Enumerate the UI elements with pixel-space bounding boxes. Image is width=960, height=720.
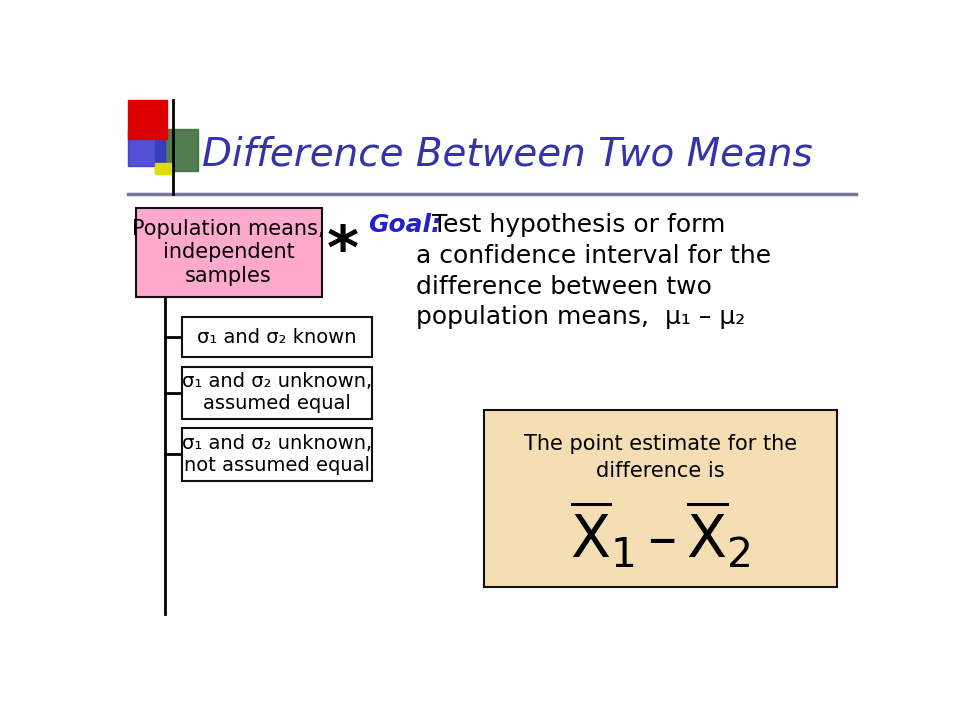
- Bar: [155, 129, 198, 171]
- Text: σ₁ and σ₂ known: σ₁ and σ₂ known: [197, 328, 357, 347]
- Bar: [128, 100, 166, 139]
- Text: Test hypothesis or form
a confidence interval for the
difference between two
pop: Test hypothesis or form a confidence int…: [416, 213, 771, 329]
- Text: Difference Between Two Means: Difference Between Two Means: [203, 135, 813, 173]
- FancyBboxPatch shape: [182, 428, 372, 481]
- Text: Goal:: Goal:: [368, 213, 442, 238]
- FancyBboxPatch shape: [484, 410, 837, 587]
- Text: σ₁ and σ₂ unknown,
not assumed equal: σ₁ and σ₂ unknown, not assumed equal: [181, 434, 372, 475]
- Text: Population means,
independent
samples: Population means, independent samples: [132, 219, 324, 286]
- Bar: [128, 129, 165, 166]
- FancyBboxPatch shape: [182, 318, 372, 357]
- Text: *: *: [327, 222, 359, 282]
- FancyBboxPatch shape: [182, 366, 372, 419]
- Text: σ₁ and σ₂ unknown,
assumed equal: σ₁ and σ₂ unknown, assumed equal: [181, 372, 372, 413]
- FancyBboxPatch shape: [135, 208, 322, 297]
- Text: $\mathsf{\overline{X}}_1\,–\,\mathsf{\overline{X}}_2$: $\mathsf{\overline{X}}_1\,–\,\mathsf{\ov…: [570, 499, 751, 570]
- Bar: [155, 163, 172, 174]
- Text: The point estimate for the
difference is: The point estimate for the difference is: [524, 434, 797, 481]
